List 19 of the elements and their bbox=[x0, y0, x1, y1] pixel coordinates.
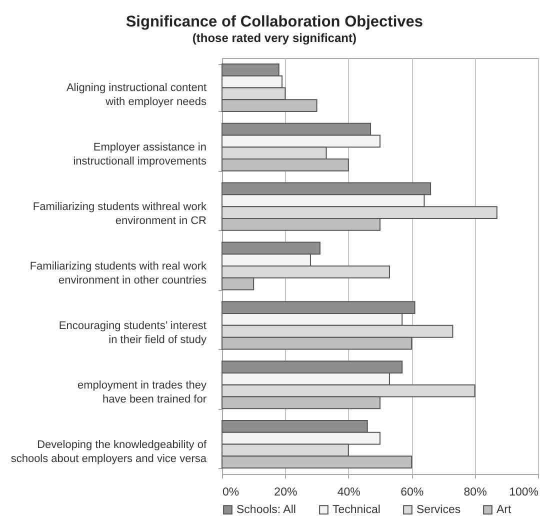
x-tick-label: 20% bbox=[274, 486, 298, 498]
x-tick-label: 100% bbox=[509, 486, 538, 498]
legend-label: Services bbox=[416, 504, 461, 516]
y-tick-label: Encouraging students’ interest in their field of study bbox=[58, 320, 207, 346]
x-tick-label: 0% bbox=[222, 486, 240, 498]
legend-label: Art bbox=[496, 504, 512, 516]
legend-label: Technical bbox=[332, 504, 380, 516]
x-tick-label: 80% bbox=[464, 486, 487, 498]
y-tick-label: employment in trades they have been trained for bbox=[77, 379, 207, 406]
x-tick-label: 40% bbox=[337, 486, 360, 498]
y-tick-label: Familiarizing students with real work environment in other countries bbox=[30, 260, 207, 286]
y-tick-label: Familiarizing students withreal work environment in CR bbox=[32, 201, 207, 228]
chart-title: Significance of Collaboration Objectives bbox=[126, 14, 423, 30]
chart-subtitle: (those rated very significant) bbox=[192, 31, 356, 45]
y-tick-label: Employer assistance in instructionall improvements bbox=[73, 142, 207, 168]
y-tick-label: Developing the knowledgeability of schools about employers and vice versa bbox=[10, 438, 208, 465]
y-tick-label: Aligning instructional content with employer needs bbox=[66, 82, 207, 108]
x-tick-label: 60% bbox=[400, 486, 424, 498]
legend-label: Schools: All bbox=[236, 504, 296, 516]
